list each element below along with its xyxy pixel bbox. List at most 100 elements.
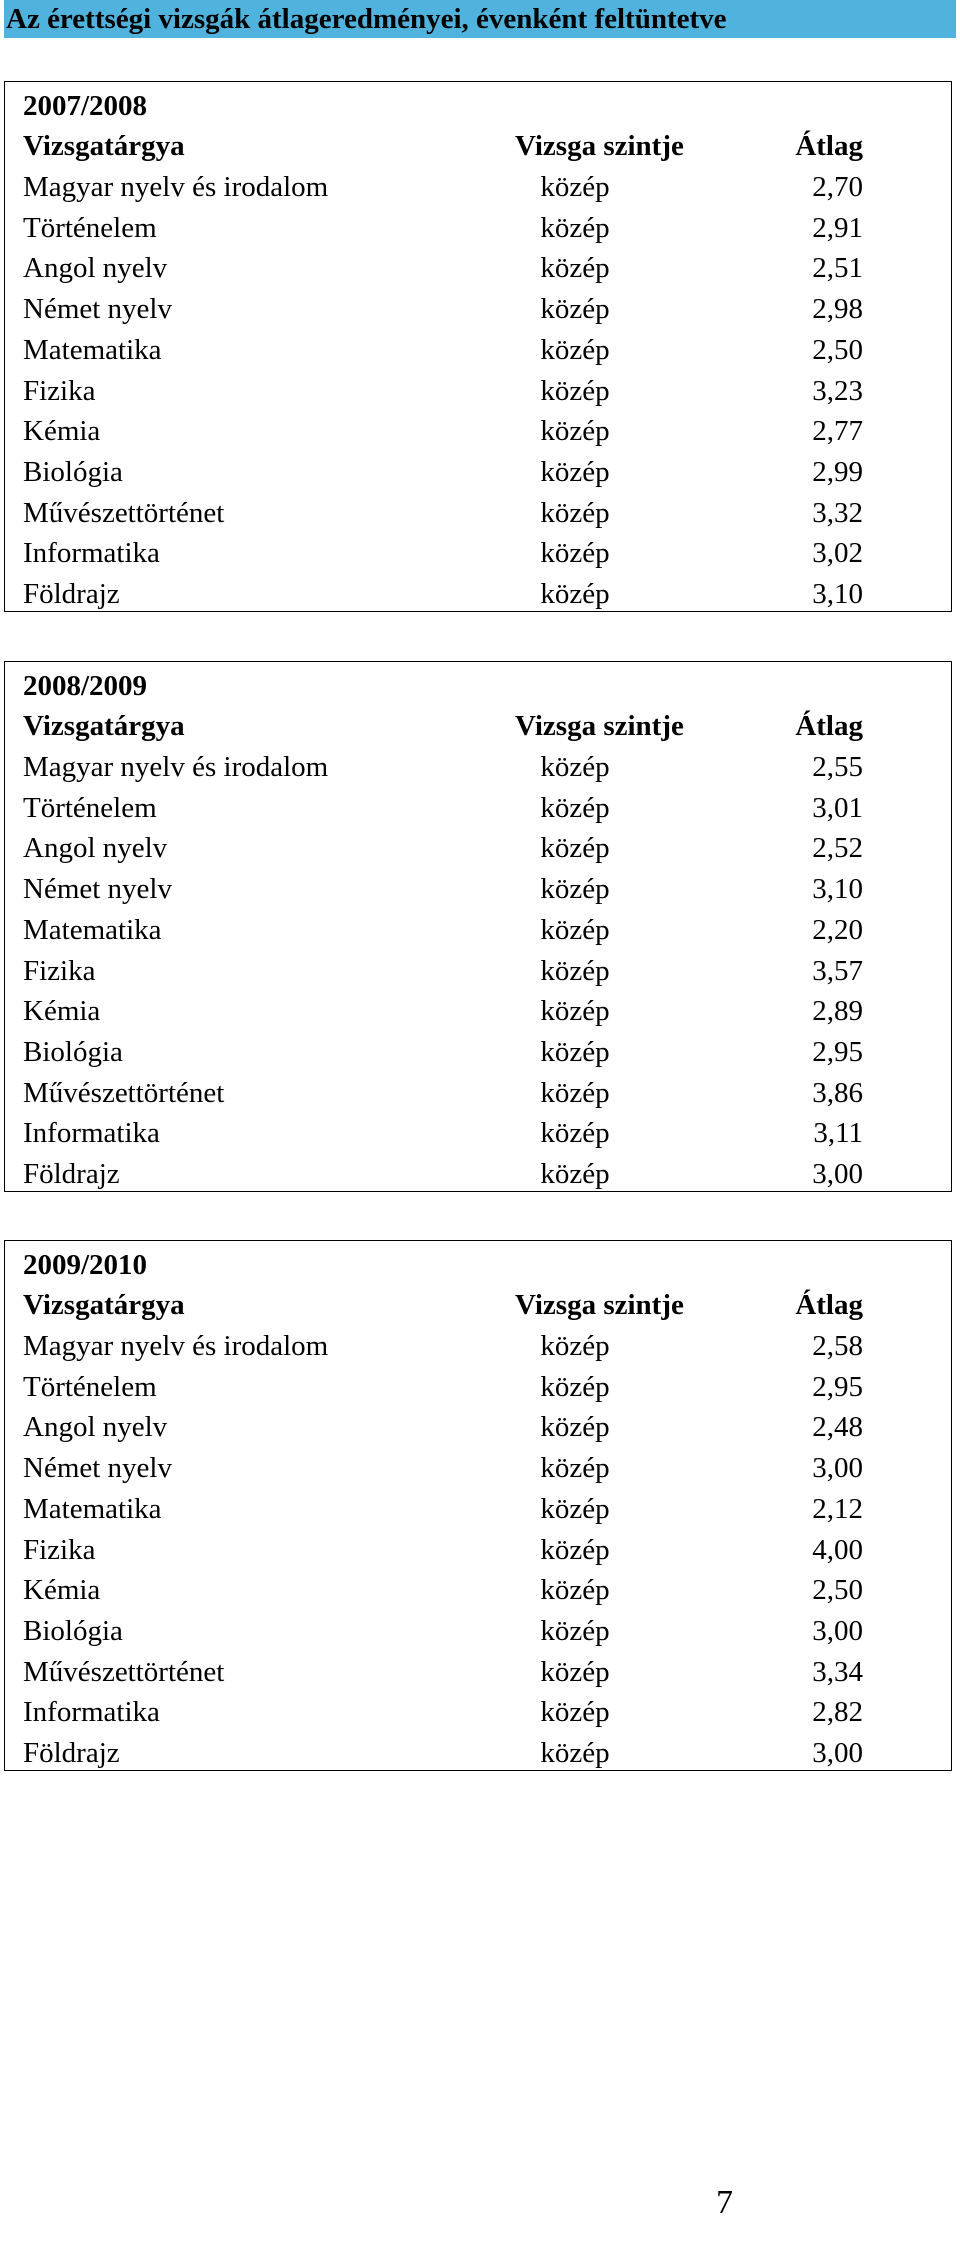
average-cell: 3,11 [813,1117,863,1150]
subject-cell: Matematika [23,333,162,366]
subject-cell: Földrajz [23,577,120,610]
column-header-average: Átlag [795,130,863,163]
level-cell: közép [540,751,610,784]
table-row: Művészettörténet közép 3,32 [5,489,951,530]
subject-cell: Magyar nyelv és irodalom [23,751,329,784]
column-header-level: Vizsga szintje [515,710,684,743]
average-cell: 3,57 [812,954,863,987]
level-cell: közép [540,252,610,285]
average-cell: 2,12 [812,1492,863,1525]
level-cell: közép [540,1452,610,1485]
year-label-row: 2007/2008 [5,82,951,123]
table-row: Földrajz közép 3,00 [5,1729,951,1770]
table-row: Informatika közép 3,11 [5,1110,951,1151]
subject-cell: Kémia [23,995,101,1028]
average-cell: 3,02 [812,537,863,570]
level-cell: közép [540,293,610,326]
table-row: Kémia közép 2,77 [5,408,951,449]
average-cell: 2,50 [812,1574,863,1607]
level-cell: közép [540,1117,610,1150]
level-cell: közép [540,1574,610,1607]
subject-cell: Történelem [23,791,157,824]
results-table-2008-2009: 2008/2009 Vizsgatárgya Vizsga szintje Átlag… [4,661,952,1192]
school-year: 2009/2010 [23,1248,148,1281]
column-header-average: Átlag [795,710,863,743]
table-row: Informatika közép 3,02 [5,530,951,571]
table-row: Magyar nyelv és irodalom közép 2,70 [5,163,951,204]
average-cell: 3,00 [812,1157,863,1190]
level-cell: közép [540,1157,610,1190]
level-cell: közép [540,211,610,244]
average-cell: 2,51 [812,252,863,285]
column-header-subject: Vizsgatárgya [23,130,185,163]
table-row: Informatika közép 2,82 [5,1689,951,1730]
subject-cell: Földrajz [23,1157,120,1190]
level-cell: közép [540,913,610,946]
year-label-row: 2009/2010 [5,1241,951,1282]
table-row: Német nyelv közép 3,00 [5,1444,951,1485]
column-header-row: Vizsgatárgya Vizsga szintje Átlag [5,1282,951,1323]
table-row: Magyar nyelv és irodalom közép 2,58 [5,1322,951,1363]
table-row: Művészettörténet közép 3,34 [5,1648,951,1689]
average-cell: 3,10 [812,873,863,906]
level-cell: közép [540,1076,610,1109]
average-cell: 3,10 [812,577,863,610]
level-cell: közép [540,1035,610,1068]
subject-cell: Informatika [23,1696,160,1729]
level-cell: közép [540,1492,610,1525]
year-label-row: 2008/2009 [5,662,951,703]
subject-cell: Művészettörténet [23,496,225,529]
level-cell: közép [540,537,610,570]
page-title: Az érettségi vizsgák átlageredményei, év… [4,0,956,38]
table-row: Matematika közép 2,20 [5,906,951,947]
average-cell: 3,01 [812,791,863,824]
subject-cell: Művészettörténet [23,1076,225,1109]
average-cell: 2,95 [812,1035,863,1068]
table-row: Biológia közép 2,99 [5,448,951,489]
subject-cell: Fizika [23,374,96,407]
table-row: Angol nyelv közép 2,52 [5,825,951,866]
subject-cell: Informatika [23,1117,160,1150]
table-row: Biológia közép 2,95 [5,1028,951,1069]
table-row: Történelem közép 2,91 [5,204,951,245]
page-number: 7 [716,2184,733,2221]
average-cell: 2,20 [812,913,863,946]
subject-cell: Biológia [23,455,123,488]
level-cell: közép [540,1370,610,1403]
level-cell: közép [540,954,610,987]
average-cell: 3,23 [812,374,863,407]
average-cell: 3,32 [812,496,863,529]
average-cell: 3,00 [812,1736,863,1769]
table-row: Fizika közép 3,23 [5,367,951,408]
subject-cell: Magyar nyelv és irodalom [23,171,329,204]
table-row: Matematika közép 2,12 [5,1485,951,1526]
table-row: Magyar nyelv és irodalom közép 2,55 [5,743,951,784]
column-header-subject: Vizsgatárgya [23,1289,185,1322]
column-header-row: Vizsgatárgya Vizsga szintje Átlag [5,703,951,744]
table-row: Fizika közép 4,00 [5,1526,951,1567]
table-row: Fizika közép 3,57 [5,947,951,988]
level-cell: közép [540,832,610,865]
level-cell: közép [540,873,610,906]
level-cell: közép [540,1736,610,1769]
column-header-level: Vizsga szintje [515,130,684,163]
table-row: Német nyelv közép 3,10 [5,865,951,906]
level-cell: közép [540,374,610,407]
level-cell: közép [540,496,610,529]
results-table-2009-2010: 2009/2010 Vizsgatárgya Vizsga szintje Átlag… [4,1240,952,1771]
table-row: Művészettörténet közép 3,86 [5,1069,951,1110]
table-row: Német nyelv közép 2,98 [5,285,951,326]
subject-cell: Angol nyelv [23,1411,168,1444]
subject-cell: Kémia [23,1574,101,1607]
average-cell: 2,89 [812,995,863,1028]
average-cell: 2,55 [812,751,863,784]
average-cell: 2,77 [812,415,863,448]
average-cell: 3,00 [812,1614,863,1647]
average-cell: 2,48 [812,1411,863,1444]
level-cell: közép [540,1696,610,1729]
average-cell: 2,95 [812,1370,863,1403]
subject-cell: Fizika [23,954,96,987]
subject-cell: Földrajz [23,1736,120,1769]
level-cell: közép [540,1330,610,1363]
table-row: Történelem közép 2,95 [5,1363,951,1404]
